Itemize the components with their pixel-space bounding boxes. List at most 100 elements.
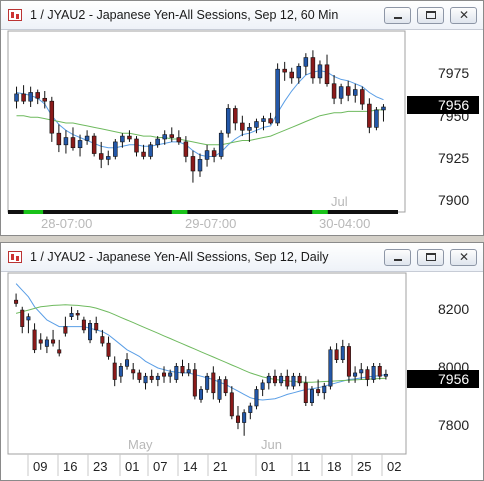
candle [254,118,259,134]
window-titlebar[interactable]: 1 / JYAU2 - Japanese Yen-All Sessions, S… [1,243,483,272]
maximize-button[interactable] [417,7,444,24]
y-tick-label: 8200 [438,301,469,317]
candle-body [322,385,327,394]
candle [197,153,203,177]
candle-body [247,127,252,131]
candle-body [331,83,337,99]
candle [229,386,234,420]
candle-body [275,68,280,124]
x-tick-label: 28-07:00 [41,216,92,231]
candle-body [20,309,25,327]
chart-app-icon [8,9,22,21]
ma-slow-line [16,109,384,146]
candle [77,134,83,157]
candle-body [149,375,154,380]
candle-body [303,57,309,67]
plot-area [7,272,407,455]
candle [248,402,253,420]
candle-body [360,89,365,105]
candle [289,67,294,84]
candle-body [69,313,74,317]
candle-body [77,140,83,149]
candle [42,91,47,109]
candle-body [353,89,358,96]
candle-body [316,389,321,394]
candle [44,336,49,354]
candle-body [254,121,259,128]
candle [20,306,25,334]
candle-body [279,375,284,384]
candle-body [229,392,234,417]
candle-body [169,134,175,138]
candle-body [218,132,224,157]
candle-body [261,118,266,122]
candle [272,369,277,387]
candle-body [233,108,238,124]
candle [32,323,37,354]
candle-body [367,103,372,128]
candle-body [98,153,104,160]
candle-body [81,319,86,331]
candle [334,343,339,363]
candle [353,366,358,383]
candle-body [282,68,287,73]
candle-body [38,339,43,344]
maximize-button[interactable] [417,249,444,266]
window-titlebar[interactable]: 1 / JYAU2 - Japanese Yen-All Sessions, S… [1,1,483,30]
candle [211,147,217,163]
price-chart-60min[interactable]: Jul 28-07:00 29-07:00 30-04:00 7975 7950… [1,29,483,235]
candle-body [345,86,351,96]
candle [303,376,308,406]
candle-body [266,375,271,384]
candle-body [32,329,37,351]
candle-body [197,159,203,172]
x-tick-label: 21 [213,459,227,474]
candle-body [260,382,265,390]
x-tick-label: 16 [63,459,77,474]
candle-body [162,134,167,140]
candle [120,133,125,148]
candle-body [26,316,31,321]
candle [211,366,216,400]
candle-body [346,346,351,377]
candle-body [155,375,160,380]
candle [69,306,74,320]
price-chart-daily[interactable]: May Jun 09 16 23 01 07 14 21 01 11 18 25 02 8200 80… [1,271,483,480]
close-button[interactable]: ✕ [450,249,477,266]
candle-body [377,366,382,377]
candle [21,85,26,105]
minimize-button[interactable] [384,249,411,266]
candle-body [371,366,376,380]
candle [35,89,40,105]
candle [162,130,167,145]
candle-body [162,372,167,377]
session-marker [23,210,44,214]
candle-body [21,93,26,102]
candle-body [155,138,160,146]
candle-body [268,118,273,124]
candle-body [106,156,111,160]
y-tick-label: 7900 [438,192,469,208]
candle [359,363,364,380]
chart-window-60min[interactable]: 1 / JYAU2 - Japanese Yen-All Sessions, S… [0,0,484,236]
candle-body [134,138,139,153]
candle-body [28,92,33,102]
y-tick-label: 7975 [438,65,469,81]
candle-body [365,369,370,380]
chart-window-daily[interactable]: 1 / JYAU2 - Japanese Yen-All Sessions, S… [0,242,484,481]
candle-body [248,405,253,413]
candle-body [56,132,62,146]
candle [374,107,379,131]
candle-body [190,156,196,172]
candle [261,115,266,131]
chart-app-icon [8,251,22,263]
candle-body [131,369,136,374]
candle-body [254,389,259,407]
candle [367,98,372,134]
minimize-button[interactable] [384,7,411,24]
candle [168,369,173,383]
close-button[interactable]: ✕ [450,7,477,24]
candle-body [137,372,142,380]
candle [125,353,130,370]
y-tick-label: 7925 [438,150,469,166]
